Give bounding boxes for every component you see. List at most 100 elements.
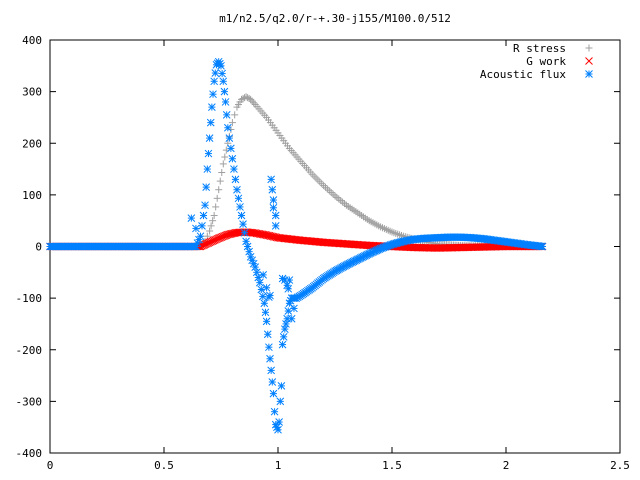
data-point xyxy=(201,240,210,248)
data-point xyxy=(222,111,231,119)
y-tick-label: 400 xyxy=(22,34,42,47)
data-point xyxy=(333,193,341,201)
data-point xyxy=(199,211,208,220)
data-point xyxy=(216,233,224,242)
x-tick-label: 0.5 xyxy=(154,459,174,472)
data-point xyxy=(221,153,229,161)
data-point xyxy=(247,95,255,103)
data-point xyxy=(277,382,286,390)
data-point xyxy=(316,178,324,186)
data-point xyxy=(218,232,227,241)
x-tick-label: 2 xyxy=(503,459,510,472)
data-point xyxy=(225,134,234,142)
data-point xyxy=(278,340,287,349)
data-point xyxy=(208,103,216,111)
data-point xyxy=(242,237,250,246)
x-tick-label: 1.5 xyxy=(382,459,402,472)
data-point xyxy=(290,304,298,313)
data-point xyxy=(245,247,253,256)
data-point xyxy=(209,236,218,245)
data-point xyxy=(269,203,278,212)
data-point xyxy=(310,172,318,180)
data-point xyxy=(205,134,214,142)
data-point xyxy=(213,234,222,243)
y-tick-label: 100 xyxy=(22,189,42,202)
data-point xyxy=(202,183,211,191)
data-point xyxy=(259,271,268,279)
data-point xyxy=(205,238,214,247)
data-point xyxy=(318,180,326,188)
data-point xyxy=(210,77,219,86)
data-point xyxy=(228,154,237,163)
legend-label: Acoustic flux xyxy=(480,68,566,81)
y-tick-label: -300 xyxy=(16,395,43,408)
data-point xyxy=(258,292,267,301)
series-r-stress xyxy=(46,93,546,250)
data-point xyxy=(280,325,289,333)
data-point xyxy=(217,61,225,70)
data-point xyxy=(538,242,547,251)
data-point xyxy=(220,87,229,96)
data-point xyxy=(219,77,228,86)
data-point xyxy=(210,236,219,244)
data-point xyxy=(203,239,211,248)
y-tick-label: -100 xyxy=(16,292,43,305)
data-point xyxy=(216,177,224,185)
data-point xyxy=(270,407,279,416)
data-point xyxy=(208,237,217,246)
data-point xyxy=(219,160,227,168)
legend-label: G work xyxy=(526,55,566,68)
data-point xyxy=(323,185,331,193)
data-point xyxy=(257,285,266,294)
data-point xyxy=(279,332,288,341)
data-point xyxy=(239,220,247,228)
series-acoustic-flux xyxy=(46,57,547,434)
data-point xyxy=(234,194,243,203)
data-point xyxy=(252,268,261,277)
data-point xyxy=(276,397,285,406)
data-point xyxy=(267,366,276,375)
data-point xyxy=(248,97,256,105)
data-point xyxy=(251,263,260,272)
data-point xyxy=(227,125,235,133)
data-point xyxy=(192,224,200,233)
data-point xyxy=(233,185,241,194)
data-point xyxy=(209,90,217,99)
data-point xyxy=(204,149,213,158)
data-point xyxy=(267,175,276,184)
x-tick-label: 1 xyxy=(275,459,282,472)
plot-area xyxy=(46,57,547,434)
data-point xyxy=(240,228,249,237)
data-point xyxy=(262,317,271,326)
data-point xyxy=(339,198,347,206)
data-point xyxy=(250,99,258,107)
data-point xyxy=(284,284,293,293)
data-point xyxy=(221,98,230,106)
data-point xyxy=(187,214,196,222)
data-point xyxy=(214,234,223,243)
data-point xyxy=(337,197,345,205)
chart-title: m1/n2.5/q2.0/r-+.30-j155/M100.0/512 xyxy=(219,12,451,25)
data-point xyxy=(312,174,320,182)
axes: 0 0.5 1 1.5 2 2.5 -400 -300 -200 -100 0 100 200 300 40… xyxy=(16,34,630,472)
y-tick-label: -400 xyxy=(16,447,43,460)
legend-marker xyxy=(585,57,593,65)
data-point xyxy=(207,237,215,246)
data-point xyxy=(218,169,226,177)
x-tick-label: 2.5 xyxy=(610,459,630,472)
legend-marker xyxy=(585,70,593,78)
data-point xyxy=(263,330,272,339)
data-point xyxy=(269,196,278,204)
data-point xyxy=(211,69,220,77)
data-point xyxy=(231,111,239,119)
data-point xyxy=(212,203,220,211)
legend-marker xyxy=(585,44,593,52)
data-point xyxy=(228,119,236,127)
data-point xyxy=(244,94,252,102)
y-tick-label: 300 xyxy=(22,86,42,99)
x-tick-label: 0 xyxy=(47,459,54,472)
y-tick-label: 200 xyxy=(22,137,42,150)
data-point xyxy=(327,188,335,196)
